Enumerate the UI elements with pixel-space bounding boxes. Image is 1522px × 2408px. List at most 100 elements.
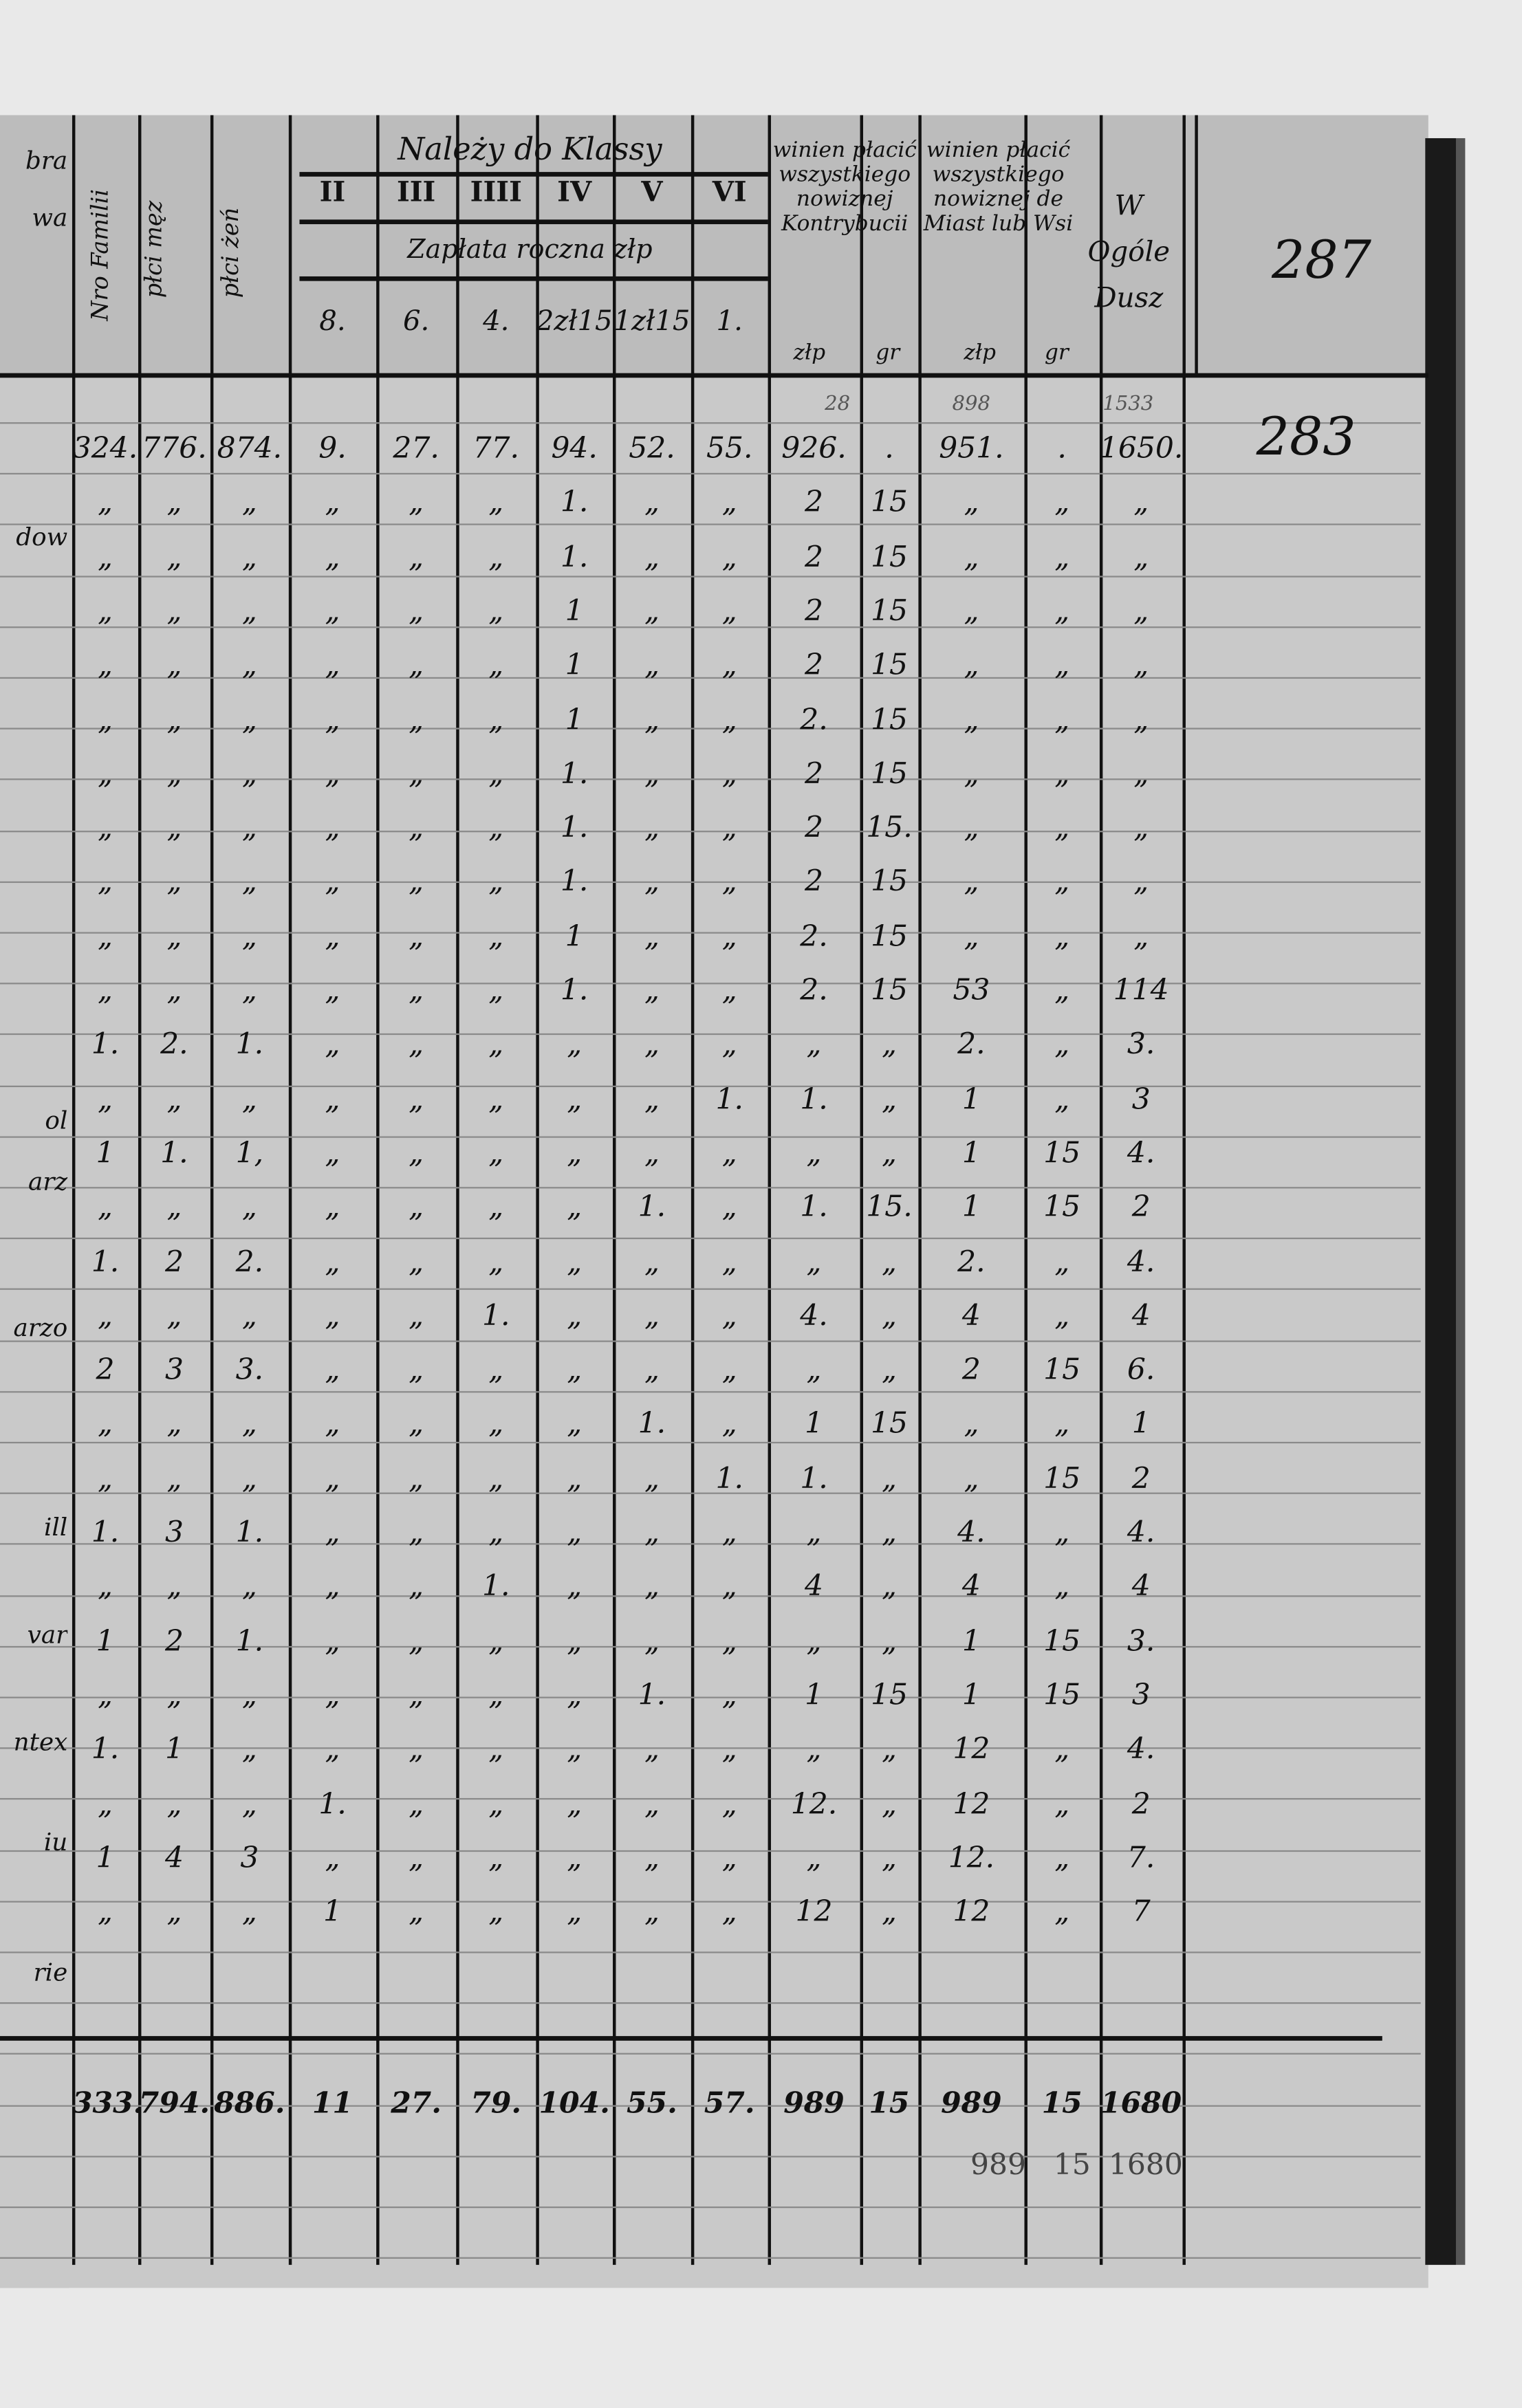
table-row: 1. 3 1. „ „ „ „ „ „ „ „ 4. „ 4.: [0, 1514, 1198, 1554]
table-cell: „: [1133, 593, 1149, 628]
table-cell: „: [567, 1407, 583, 1441]
table-cell: „: [488, 1407, 504, 1441]
table-cell: „: [1133, 756, 1149, 791]
table-cell: „: [409, 1407, 424, 1441]
table-cell: 3.: [1127, 1027, 1155, 1062]
table-cell: „: [488, 1678, 504, 1712]
column-rule: [691, 115, 695, 2265]
table-cell: 2: [805, 811, 824, 845]
table-cell: „: [644, 1244, 660, 1279]
table-cell: „: [721, 1027, 737, 1062]
table-cell: 15: [870, 756, 908, 791]
table-cell: „: [881, 1894, 897, 1929]
table-cell: „: [97, 1407, 113, 1441]
table-cell: „: [409, 1298, 424, 1333]
check-cell: 15: [1053, 2148, 1091, 2182]
table-cell: „: [166, 1569, 182, 1604]
table-cell: .: [884, 431, 894, 466]
table-cell: „: [409, 973, 424, 1007]
table-cell: 2: [96, 1353, 115, 1387]
table-cell: 3: [164, 1515, 184, 1550]
table-cell: 1.: [560, 865, 589, 899]
table-cell: 12: [795, 1894, 833, 1929]
class-numeral: II: [319, 176, 346, 209]
table-cell: „: [721, 973, 737, 1007]
table-cell: „: [97, 865, 113, 899]
total-cell: 11: [312, 2086, 353, 2121]
table-cell: „: [1054, 811, 1070, 845]
table-cell: „: [488, 1082, 504, 1116]
table-cell: „: [881, 1027, 897, 1062]
note-1533: 1533: [1102, 393, 1154, 417]
table-cell: 7.: [1127, 1841, 1155, 1875]
unit-gr-2: gr: [1044, 340, 1069, 366]
ruled-line: [0, 881, 1421, 883]
table-cell: „: [964, 593, 979, 628]
table-cell: „: [97, 540, 113, 574]
table-cell: „: [644, 1461, 660, 1496]
table-cell: 77.: [472, 431, 520, 466]
table-cell: „: [409, 1569, 424, 1604]
table-cell: 53: [953, 973, 990, 1007]
table-cell: „: [721, 919, 737, 954]
table-cell: 1: [961, 1136, 981, 1170]
table-cell: 1: [565, 702, 584, 736]
table-cell: 15: [870, 919, 908, 954]
table-row: „ „ „ „ „ „ 1. „ „ 2 15 „ „ „: [0, 484, 1198, 524]
table-cell: „: [97, 1786, 113, 1821]
table-cell: „: [325, 648, 340, 682]
table-cell: 324.: [72, 431, 138, 466]
table-cell: 1.: [638, 1678, 666, 1712]
table-cell: „: [1054, 540, 1070, 574]
table-row: 2 3 3. „ „ „ „ „ „ „ „ 2 15 6.: [0, 1351, 1198, 1391]
ruled-line: [0, 626, 1421, 628]
table-cell: „: [567, 1082, 583, 1116]
table-cell: „: [166, 1786, 182, 1821]
table-cell: „: [241, 973, 257, 1007]
table-cell: 15: [1043, 1190, 1081, 1225]
column-rule: [210, 115, 214, 2265]
table-cell: „: [325, 1298, 340, 1333]
table-cell: „: [1054, 1732, 1070, 1766]
table-cell: „: [1054, 702, 1070, 736]
table-cell: „: [964, 865, 979, 899]
table-cell: 3.: [1127, 1623, 1155, 1658]
table-cell: „: [1133, 811, 1149, 845]
table-cell: „: [409, 1678, 424, 1712]
table-cell: „: [409, 1623, 424, 1658]
table-cell: „: [806, 1732, 822, 1766]
table-cell: 776.: [142, 431, 207, 466]
ledger-sheet: [0, 376, 1428, 2288]
table-cell: „: [166, 1298, 182, 1333]
table-cell: 12: [953, 1732, 990, 1766]
margin-fragment: iu: [43, 1827, 68, 1857]
table-cell: „: [721, 1841, 737, 1875]
table-cell: „: [166, 1407, 182, 1441]
table-cell: 12.: [948, 1841, 995, 1875]
table-cell: 7: [1131, 1894, 1151, 1929]
table-cell: „: [721, 1298, 737, 1333]
margin-fragment: arzo: [13, 1313, 68, 1342]
ruled-line: [0, 2104, 1421, 2106]
table-cell: „: [166, 485, 182, 520]
table-cell: 2: [805, 485, 824, 520]
table-cell: „: [488, 1027, 504, 1062]
table-cell: „: [1133, 648, 1149, 682]
table-cell: „: [325, 540, 340, 574]
table-cell: 1: [565, 919, 584, 954]
table-cell: „: [488, 1623, 504, 1658]
table-cell: „: [409, 1353, 424, 1387]
table-cell: 1.: [482, 1569, 510, 1604]
ruled-line: [0, 2053, 1421, 2055]
table-cell: „: [881, 1841, 897, 1875]
table-cell: „: [166, 540, 182, 574]
column-rule: [1195, 115, 1198, 377]
table-cell: „: [166, 865, 182, 899]
table-cell: „: [409, 648, 424, 682]
table-cell: „: [964, 702, 979, 736]
table-cell: „: [325, 1515, 340, 1550]
table-cell: „: [567, 1569, 583, 1604]
table-cell: 2: [805, 648, 824, 682]
table-cell: „: [409, 1461, 424, 1496]
class-title: Należy do Klassy: [398, 130, 662, 168]
